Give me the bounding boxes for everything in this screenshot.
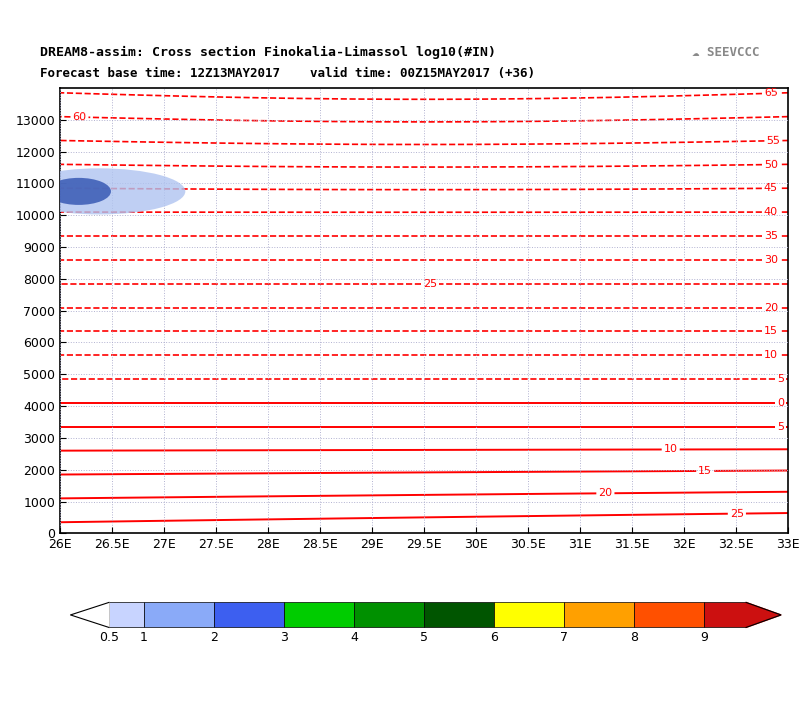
Text: 2: 2 (210, 631, 218, 643)
Text: 20: 20 (598, 489, 613, 498)
Text: 15: 15 (698, 466, 712, 476)
Text: 8: 8 (630, 631, 638, 643)
Text: 5: 5 (420, 631, 428, 643)
Text: ☁ SEEVCCC: ☁ SEEVCCC (692, 46, 759, 59)
Text: 1: 1 (140, 631, 148, 643)
Text: Forecast base time: 12Z13MAY2017    valid time: 00Z15MAY2017 (+36): Forecast base time: 12Z13MAY2017 valid t… (40, 67, 535, 80)
Text: 40: 40 (764, 207, 778, 217)
Ellipse shape (14, 168, 186, 215)
Bar (354, 603, 424, 627)
Text: 0: 0 (777, 398, 784, 408)
Polygon shape (70, 603, 109, 627)
Text: 10: 10 (664, 444, 678, 455)
Ellipse shape (46, 178, 111, 205)
Bar (704, 603, 746, 627)
Text: 50: 50 (764, 160, 778, 170)
Text: 5: 5 (777, 422, 784, 432)
Text: 15: 15 (764, 327, 778, 337)
Text: 5: 5 (777, 374, 784, 384)
Text: 55: 55 (766, 136, 781, 146)
Bar (144, 603, 214, 627)
Bar (424, 603, 494, 627)
Text: 25: 25 (423, 279, 437, 289)
Bar (564, 603, 634, 627)
Text: DREAM8-assim: Cross section Finokalia-Limassol log10(#IN): DREAM8-assim: Cross section Finokalia-Li… (40, 46, 496, 59)
Bar (284, 603, 354, 627)
Text: 4: 4 (350, 631, 358, 643)
Text: 0.5: 0.5 (99, 631, 119, 643)
Polygon shape (746, 603, 781, 627)
Text: 65: 65 (764, 88, 778, 99)
Text: 30: 30 (764, 255, 778, 265)
Bar (109, 603, 144, 627)
Text: 45: 45 (764, 183, 778, 194)
Bar (214, 603, 284, 627)
Text: 25: 25 (730, 508, 744, 519)
Text: 3: 3 (280, 631, 288, 643)
Text: 10: 10 (764, 350, 778, 360)
Text: 35: 35 (764, 231, 778, 241)
Text: 9: 9 (700, 631, 708, 643)
Text: 20: 20 (764, 303, 778, 313)
Text: 6: 6 (490, 631, 498, 643)
Bar (494, 603, 564, 627)
Text: 7: 7 (560, 631, 568, 643)
Text: 60: 60 (72, 112, 86, 122)
Bar (634, 603, 704, 627)
